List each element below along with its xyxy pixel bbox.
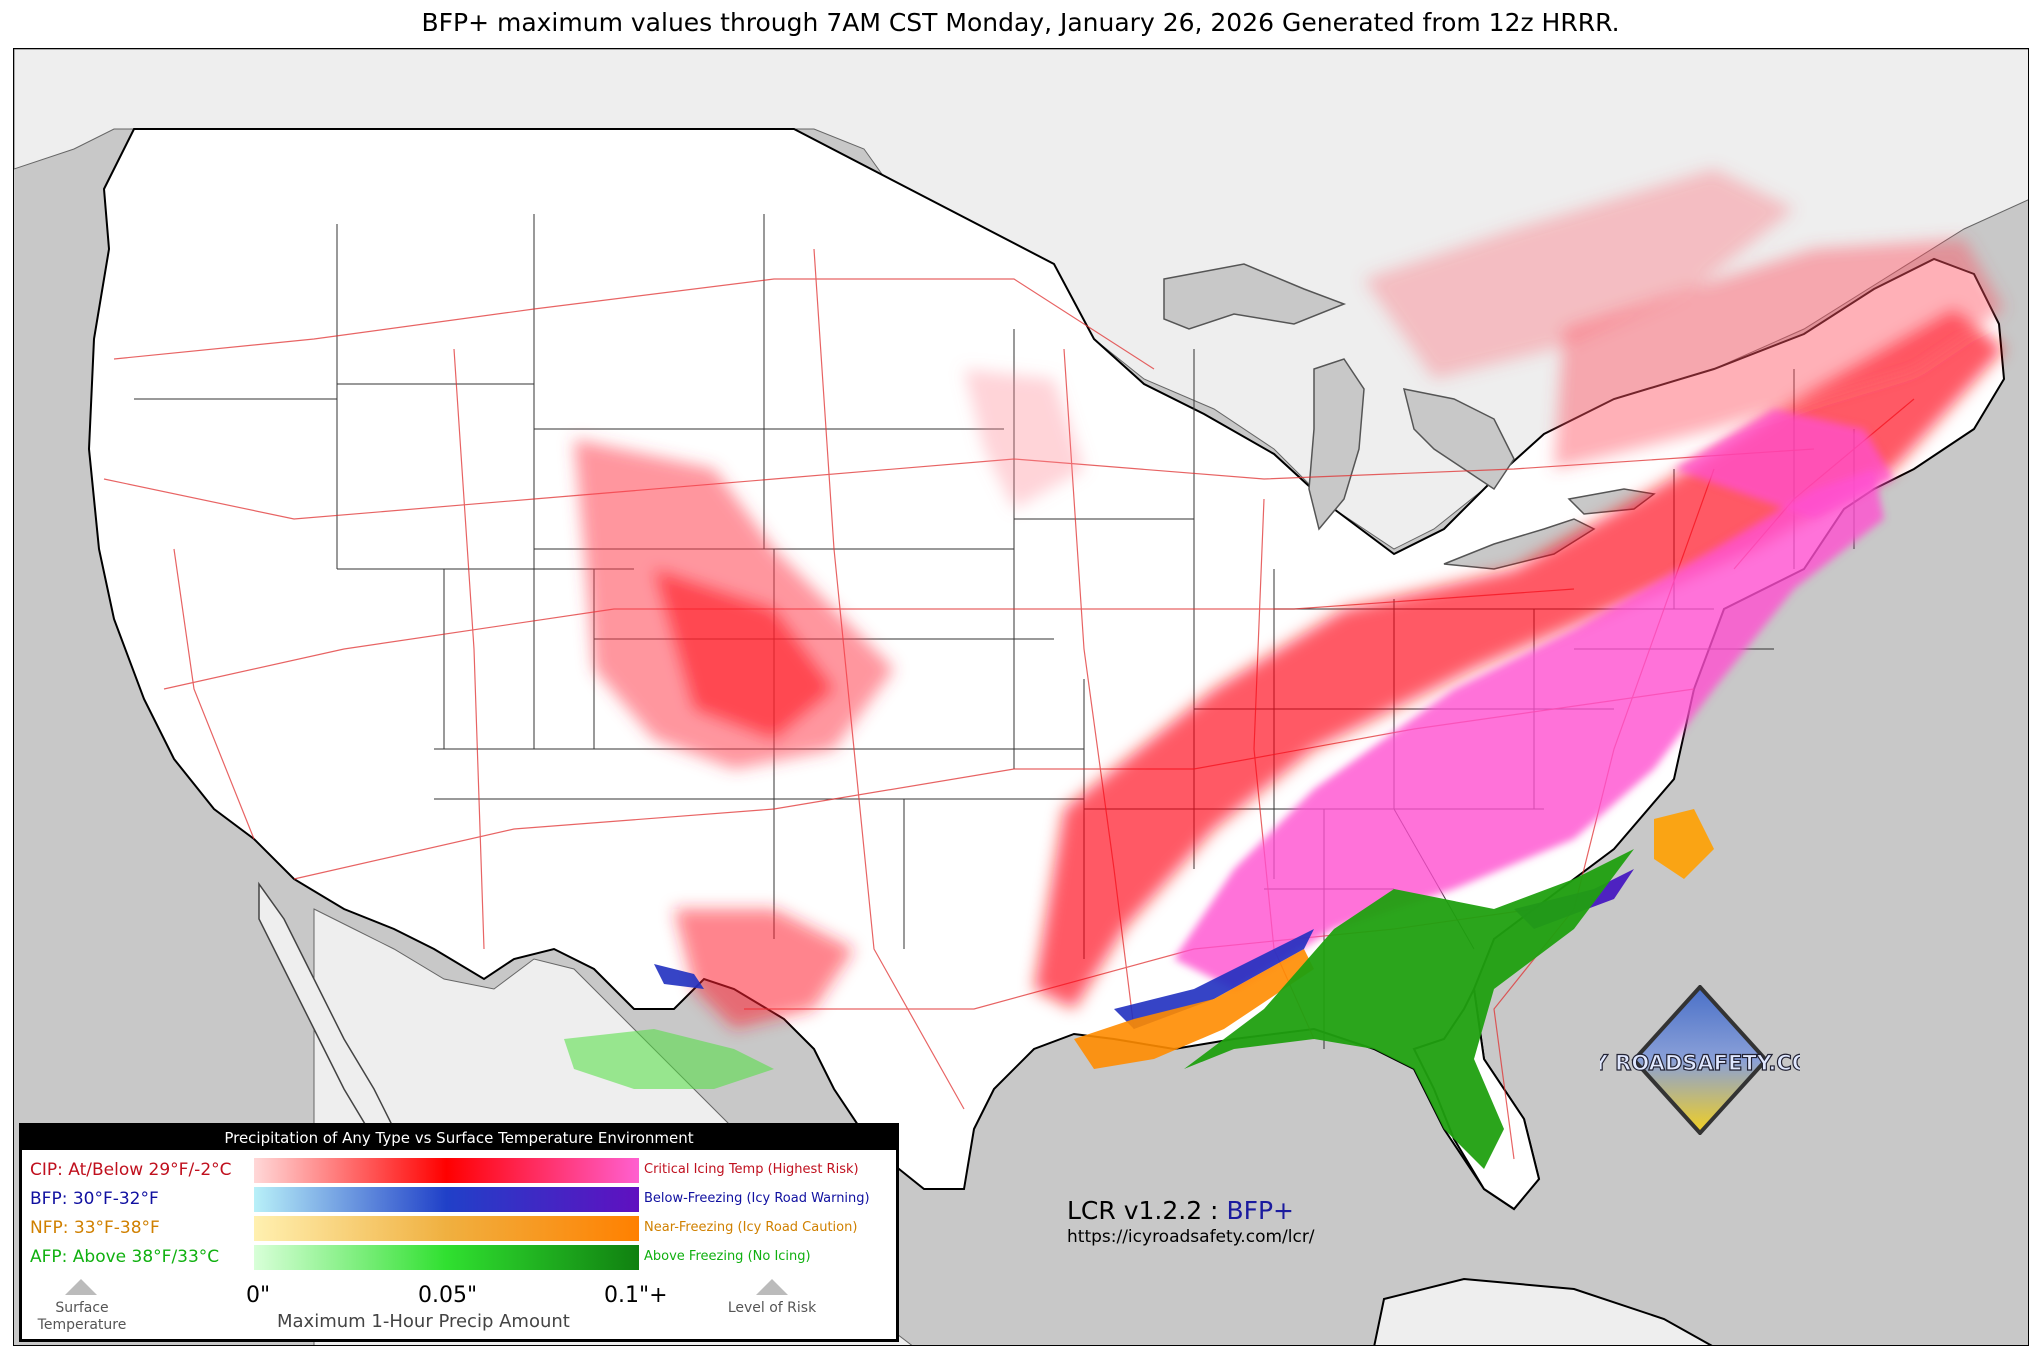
legend-row-label-2: NFP: 33°F-38°F (30, 1218, 160, 1238)
map-area[interactable] (13, 48, 2029, 1346)
great-lakes (1163, 263, 1656, 570)
legend-color-bar-1 (254, 1187, 639, 1212)
level-of-risk-arrow-icon (756, 1279, 788, 1295)
surface-temperature-arrow-icon (65, 1279, 97, 1295)
map-canvas (14, 49, 2028, 1345)
legend-row-label-1: BFP: 30°F-32°F (30, 1189, 159, 1209)
precip-cip-pink (1174, 409, 1894, 989)
surface-temperature-label: Surface Temperature (37, 1300, 127, 1333)
tick-label-0: 0" (246, 1283, 271, 1308)
cuba-land (1373, 1277, 1713, 1345)
legend-row-label-3: AFP: Above 38°F/33°C (30, 1247, 220, 1267)
precip-nfp-orange (1074, 809, 1714, 1069)
precip-afp-green (564, 849, 1634, 1169)
legend-axis-label: Maximum 1-Hour Precip Amount (277, 1311, 570, 1332)
legend-row-desc-0: Critical Icing Temp (Highest Risk) (644, 1162, 859, 1177)
legend-row-desc-2: Near-Freezing (Icy Road Caution) (644, 1220, 858, 1235)
legend-row-desc-3: Above Freezing (No Icing) (644, 1249, 811, 1264)
legend-color-bar-3 (254, 1245, 639, 1270)
version-label: LCR v1.2.2 : BFP+ (1067, 1196, 1294, 1225)
tick-label-1: 0.05" (418, 1283, 478, 1308)
legend-row-label-0: CIP: At/Below 29°F/-2°C (30, 1160, 232, 1180)
legend-color-bar-2 (254, 1216, 639, 1241)
map-title: BFP+ maximum values through 7AM CST Mond… (421, 8, 1620, 37)
legend-color-bar-0 (254, 1158, 639, 1183)
level-of-risk-label: Level of Risk (727, 1300, 817, 1316)
version-prefix: LCR v1.2.2 : (1067, 1196, 1219, 1225)
legend: Precipitation of Any Type vs Surface Tem… (19, 1123, 899, 1342)
product-url[interactable]: https://icyroadsafety.com/lcr/ (1067, 1227, 1315, 1247)
road-hazard-icon: ICY ROADSAFETY.COM (1600, 985, 1800, 1135)
product-name: BFP+ (1226, 1196, 1294, 1225)
legend-header: Precipitation of Any Type vs Surface Tem… (22, 1126, 896, 1150)
tick-label-2: 0.1"+ (604, 1283, 668, 1308)
legend-row-desc-1: Below-Freezing (Icy Road Warning) (644, 1191, 870, 1206)
logo-text: ICY ROADSAFETY.COM (1600, 1051, 1800, 1075)
